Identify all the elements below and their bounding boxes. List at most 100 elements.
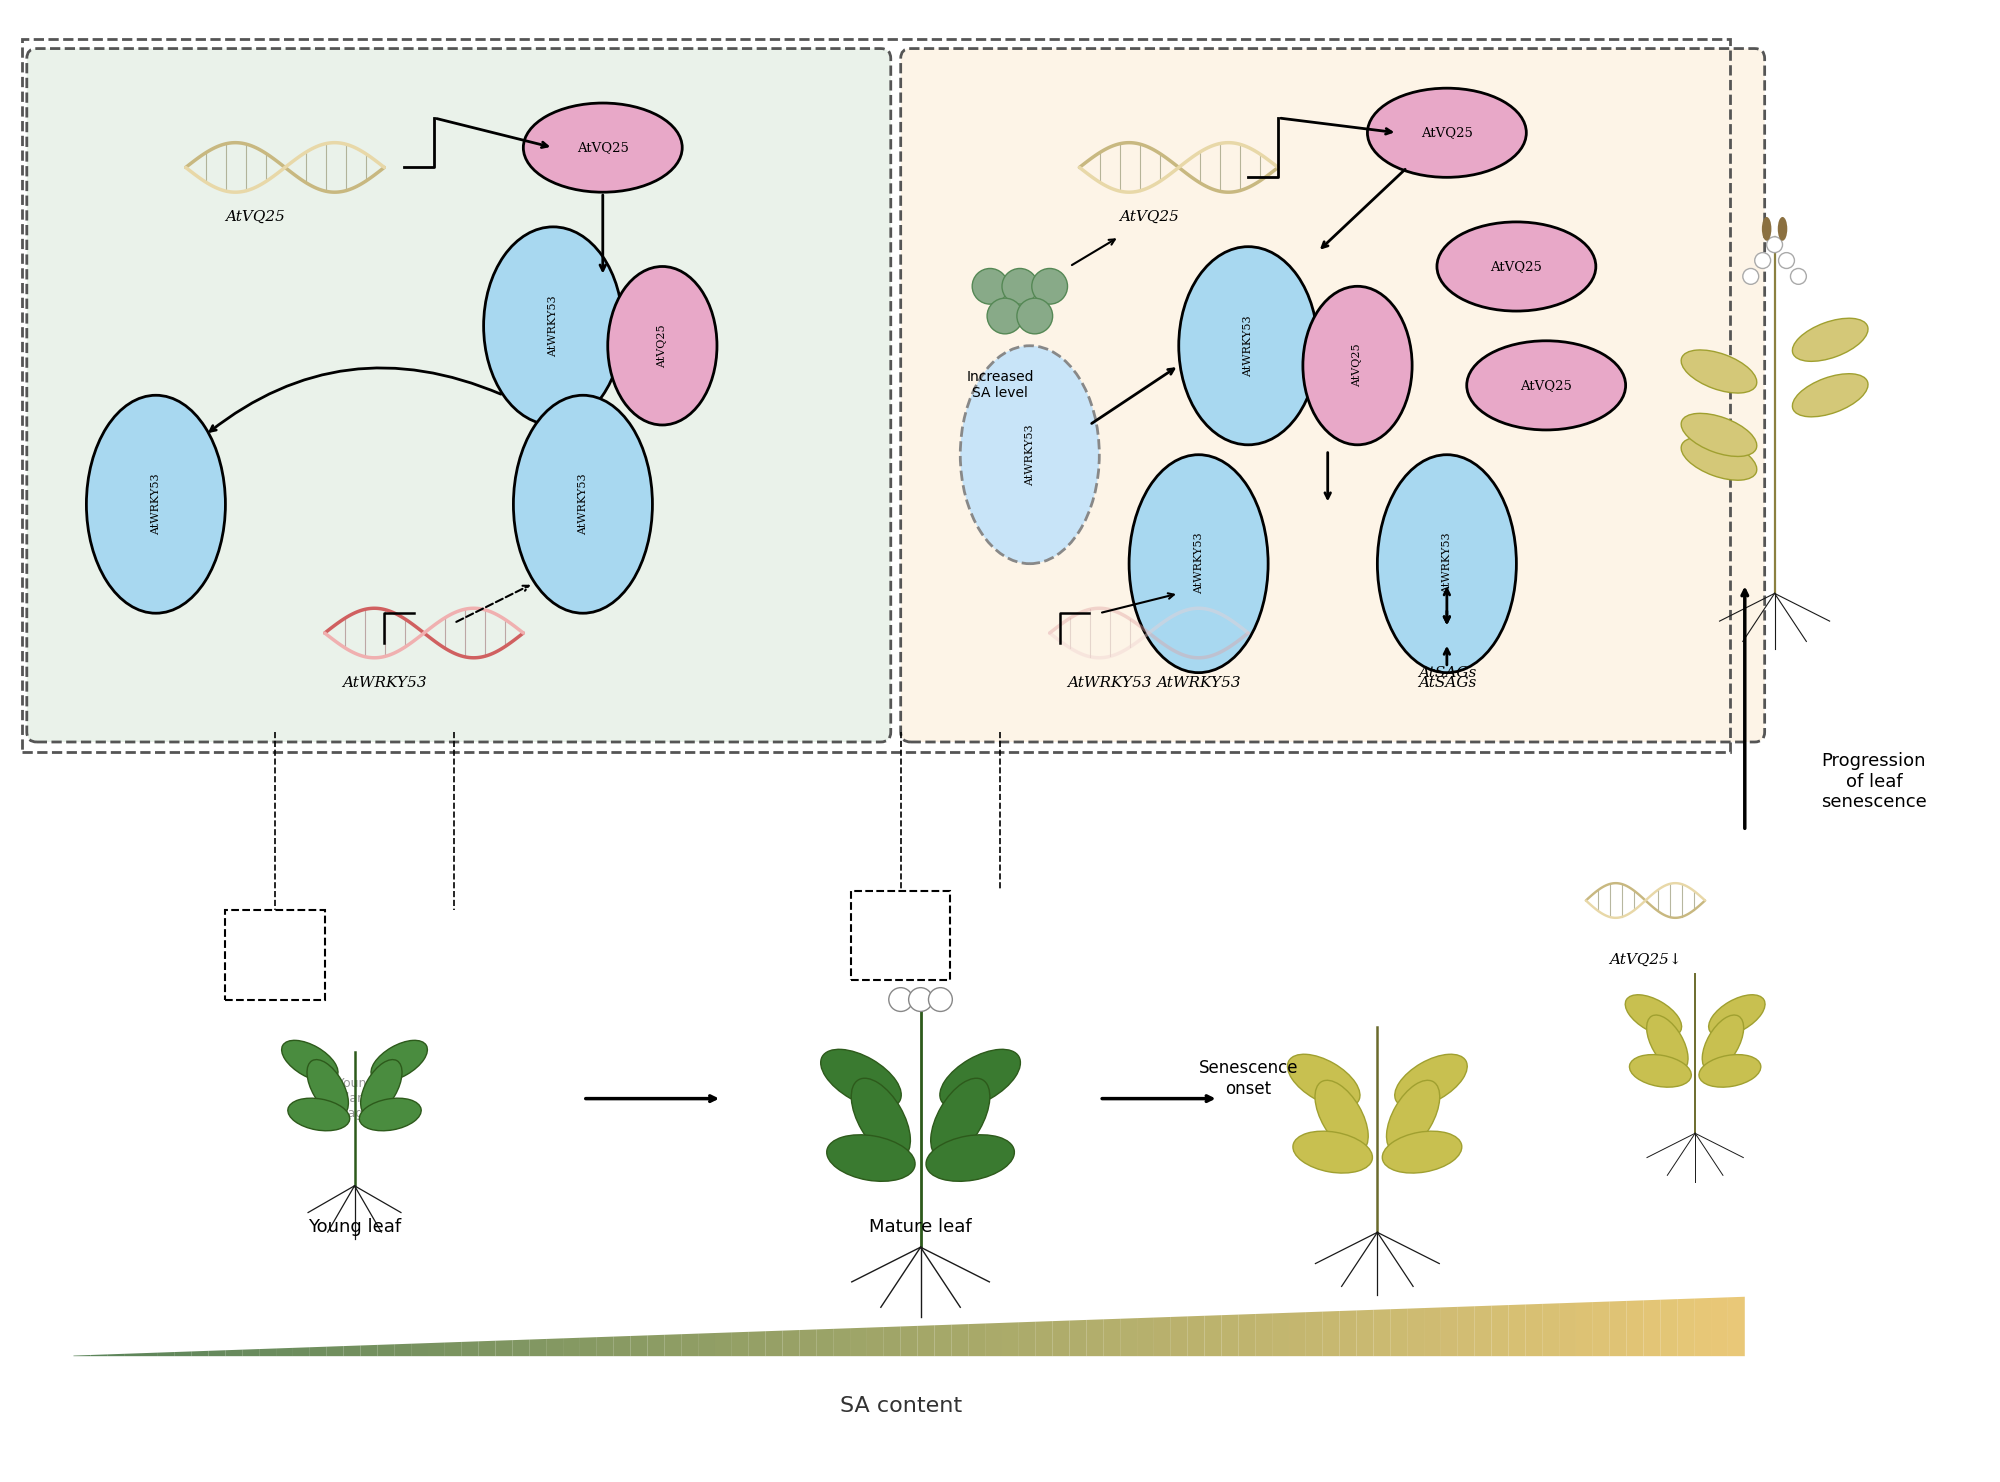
Polygon shape bbox=[1356, 1310, 1374, 1356]
Polygon shape bbox=[1138, 1317, 1154, 1356]
Polygon shape bbox=[1660, 1300, 1678, 1356]
Polygon shape bbox=[614, 1335, 630, 1356]
Polygon shape bbox=[732, 1332, 748, 1356]
Polygon shape bbox=[428, 1343, 444, 1356]
Text: AtVQ25: AtVQ25 bbox=[1520, 379, 1572, 391]
Ellipse shape bbox=[926, 1135, 1014, 1181]
Polygon shape bbox=[986, 1323, 1002, 1356]
Polygon shape bbox=[1576, 1303, 1592, 1356]
Polygon shape bbox=[1712, 1297, 1728, 1356]
Polygon shape bbox=[766, 1331, 782, 1356]
Ellipse shape bbox=[1292, 1131, 1372, 1174]
Polygon shape bbox=[580, 1337, 596, 1356]
Polygon shape bbox=[310, 1347, 326, 1356]
Ellipse shape bbox=[960, 345, 1100, 563]
Ellipse shape bbox=[1368, 87, 1526, 178]
Circle shape bbox=[1032, 268, 1068, 304]
Ellipse shape bbox=[372, 1040, 428, 1082]
Text: AtVQ25: AtVQ25 bbox=[226, 210, 286, 224]
Polygon shape bbox=[226, 1350, 242, 1356]
Polygon shape bbox=[1678, 1298, 1694, 1356]
Polygon shape bbox=[1542, 1303, 1560, 1356]
Circle shape bbox=[888, 987, 912, 1011]
Circle shape bbox=[908, 987, 932, 1011]
Polygon shape bbox=[1474, 1306, 1492, 1356]
Polygon shape bbox=[1222, 1315, 1238, 1356]
Polygon shape bbox=[596, 1337, 614, 1356]
Text: AtVQ25: AtVQ25 bbox=[1120, 210, 1178, 224]
Polygon shape bbox=[648, 1335, 664, 1356]
Polygon shape bbox=[444, 1341, 462, 1356]
Polygon shape bbox=[394, 1344, 412, 1356]
Text: AtWRKY53: AtWRKY53 bbox=[548, 295, 558, 357]
FancyBboxPatch shape bbox=[900, 49, 1764, 742]
Ellipse shape bbox=[1436, 222, 1596, 311]
Polygon shape bbox=[496, 1340, 512, 1356]
Ellipse shape bbox=[1792, 373, 1868, 416]
Polygon shape bbox=[1626, 1300, 1644, 1356]
Ellipse shape bbox=[1708, 994, 1766, 1036]
Ellipse shape bbox=[514, 396, 652, 614]
Polygon shape bbox=[698, 1332, 714, 1356]
Ellipse shape bbox=[484, 227, 622, 425]
Circle shape bbox=[1742, 268, 1758, 285]
Polygon shape bbox=[918, 1325, 934, 1356]
Text: AtWRKY53: AtWRKY53 bbox=[1194, 534, 1204, 594]
Ellipse shape bbox=[940, 1049, 1020, 1109]
Polygon shape bbox=[1086, 1319, 1104, 1356]
Polygon shape bbox=[1306, 1312, 1322, 1356]
Circle shape bbox=[988, 298, 1022, 333]
Text: AtWRKY53: AtWRKY53 bbox=[1244, 316, 1254, 376]
Ellipse shape bbox=[1630, 1055, 1692, 1088]
Polygon shape bbox=[90, 1355, 108, 1356]
Ellipse shape bbox=[1682, 437, 1756, 480]
Polygon shape bbox=[512, 1340, 530, 1356]
Text: Progression
of leaf
senescence: Progression of leaf senescence bbox=[1822, 751, 1926, 812]
Text: AtSAGs: AtSAGs bbox=[1418, 676, 1476, 689]
Polygon shape bbox=[192, 1350, 208, 1356]
Polygon shape bbox=[1272, 1313, 1288, 1356]
Polygon shape bbox=[1728, 1297, 1744, 1356]
Polygon shape bbox=[782, 1329, 800, 1356]
Ellipse shape bbox=[1378, 455, 1516, 673]
Polygon shape bbox=[1052, 1320, 1070, 1356]
Polygon shape bbox=[934, 1325, 952, 1356]
Polygon shape bbox=[1188, 1316, 1204, 1356]
Circle shape bbox=[1754, 252, 1770, 268]
Polygon shape bbox=[968, 1323, 986, 1356]
Polygon shape bbox=[850, 1328, 866, 1356]
Polygon shape bbox=[834, 1328, 850, 1356]
Text: AtWRKY53: AtWRKY53 bbox=[1156, 676, 1240, 689]
Polygon shape bbox=[1458, 1306, 1474, 1356]
Text: Senescence
onset: Senescence onset bbox=[1198, 1060, 1298, 1098]
Text: AtWRKY53: AtWRKY53 bbox=[1066, 676, 1152, 689]
Polygon shape bbox=[1440, 1307, 1458, 1356]
Polygon shape bbox=[546, 1338, 564, 1356]
Text: Young leaf: Young leaf bbox=[308, 1218, 402, 1236]
Text: AtVQ25: AtVQ25 bbox=[1420, 126, 1472, 139]
Ellipse shape bbox=[308, 1060, 348, 1116]
Polygon shape bbox=[900, 1326, 918, 1356]
Ellipse shape bbox=[1698, 1055, 1760, 1088]
Ellipse shape bbox=[1778, 216, 1788, 240]
Circle shape bbox=[1778, 252, 1794, 268]
Polygon shape bbox=[1644, 1300, 1660, 1356]
Circle shape bbox=[1016, 298, 1052, 333]
Ellipse shape bbox=[1792, 319, 1868, 362]
Polygon shape bbox=[326, 1346, 344, 1356]
Text: AtVQ25↓: AtVQ25↓ bbox=[1610, 953, 1682, 966]
Circle shape bbox=[928, 987, 952, 1011]
Text: AtVQ25: AtVQ25 bbox=[576, 141, 628, 154]
Polygon shape bbox=[158, 1352, 174, 1356]
Text: AtWRKY53: AtWRKY53 bbox=[1024, 424, 1034, 486]
Polygon shape bbox=[1170, 1316, 1188, 1356]
Polygon shape bbox=[1374, 1309, 1390, 1356]
Polygon shape bbox=[800, 1329, 816, 1356]
Ellipse shape bbox=[826, 1135, 916, 1181]
Circle shape bbox=[1766, 237, 1782, 252]
Text: Mature leaf: Mature leaf bbox=[870, 1218, 972, 1236]
Polygon shape bbox=[1424, 1307, 1440, 1356]
Polygon shape bbox=[412, 1343, 428, 1356]
Polygon shape bbox=[1560, 1303, 1576, 1356]
Ellipse shape bbox=[282, 1040, 338, 1082]
